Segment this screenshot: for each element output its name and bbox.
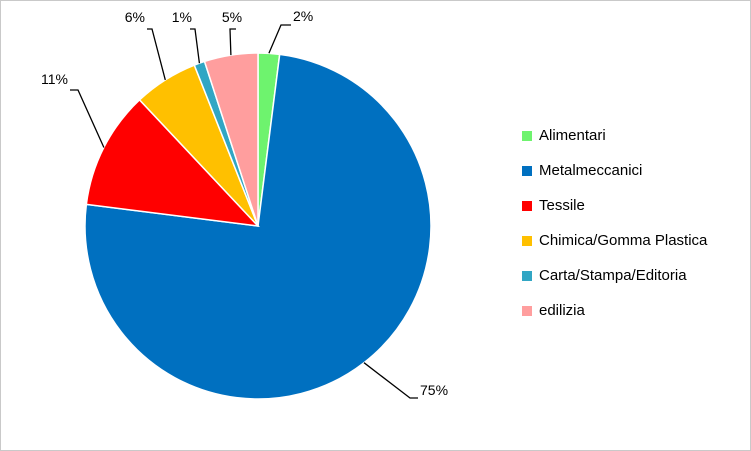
leader-line-metalmeccanici xyxy=(363,362,418,399)
legend-label-alimentari: Alimentari xyxy=(539,127,606,144)
leader-line-edilizia xyxy=(229,28,236,56)
leader-line-carta-stampa-editoria xyxy=(190,28,201,64)
legend-label-edilizia: edilizia xyxy=(539,302,585,319)
data-label-chimica-gomma-plastica: 6% xyxy=(125,9,145,25)
legend-swatch-metalmeccanici xyxy=(522,166,532,176)
legend-label-tessile: Tessile xyxy=(539,197,585,214)
legend-label-metalmeccanici: Metalmeccanici xyxy=(539,162,643,179)
data-label-carta-stampa-editoria: 1% xyxy=(172,9,192,25)
leader-line-chimica-gomma-plastica xyxy=(147,28,166,81)
data-label-alimentari: 2% xyxy=(293,8,313,24)
legend-swatch-tessile xyxy=(522,201,532,211)
legend-swatch-edilizia xyxy=(522,306,532,316)
data-label-metalmeccanici: 75% xyxy=(420,382,448,398)
data-label-tessile: 11% xyxy=(41,71,68,87)
data-label-edilizia: 5% xyxy=(222,9,242,25)
legend-swatch-alimentari xyxy=(522,131,532,141)
legend-label-chimica: Chimica/Gomma Plastica xyxy=(539,232,708,249)
pie-slice-edilizia xyxy=(203,52,259,227)
legend-swatch-carta xyxy=(522,271,532,281)
pie-slice-tessile xyxy=(85,98,260,228)
leader-line-alimentari xyxy=(268,24,291,54)
leader-line-tessile xyxy=(70,89,105,148)
legend-label-carta: Carta/Stampa/Editoria xyxy=(539,267,687,284)
legend-swatch-chimica xyxy=(522,236,532,246)
